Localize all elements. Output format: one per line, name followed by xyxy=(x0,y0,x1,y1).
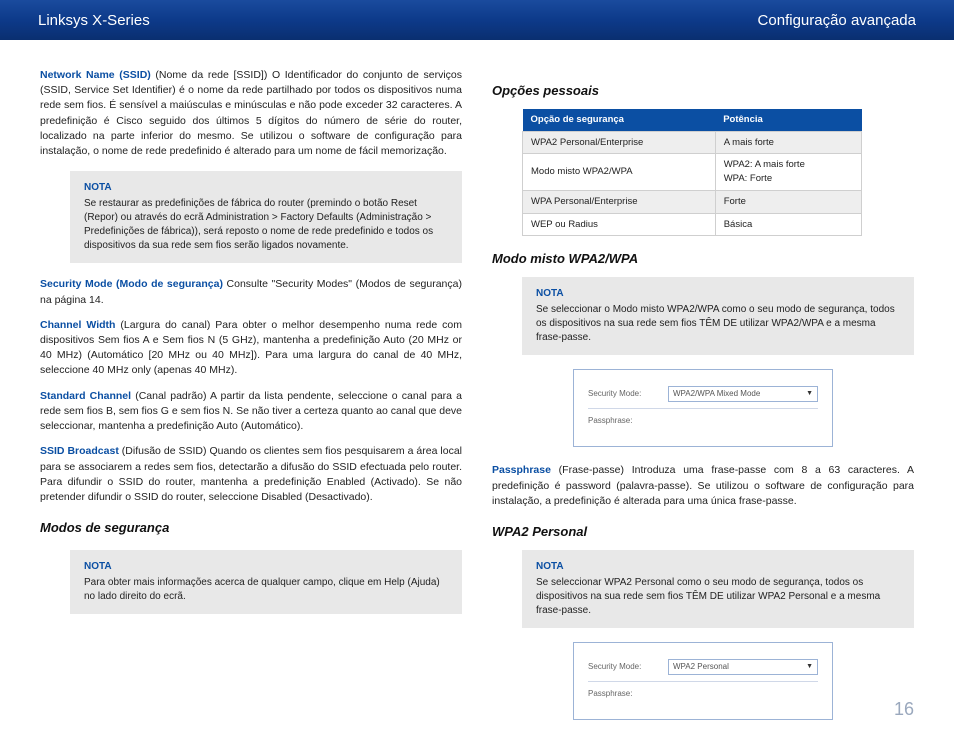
chevron-down-icon: ▼ xyxy=(806,662,813,672)
paragraph-ssid: Network Name (SSID) (Nome da rede [SSID]… xyxy=(40,68,462,159)
note-title: NOTA xyxy=(84,560,448,574)
paragraph-ssid-broadcast: SSID Broadcast (Difusão de SSID) Quando … xyxy=(40,444,462,505)
page-number: 16 xyxy=(894,699,914,720)
note-title: NOTA xyxy=(84,181,448,195)
term-security-mode: Security Mode (Modo de segurança) xyxy=(40,278,223,290)
note-body: Se restaurar as predefinições de fábrica… xyxy=(84,197,448,253)
header-right: Configuração avançada xyxy=(758,12,916,29)
term-ssid: Network Name (SSID) xyxy=(40,69,151,81)
paragraph-security-mode: Security Mode (Modo de segurança) Consul… xyxy=(40,277,462,307)
heading-modo-misto: Modo misto WPA2/WPA xyxy=(492,250,914,269)
form-screenshot-mixed: Security Mode: WPA2/WPA Mixed Mode ▼ Pas… xyxy=(573,369,833,447)
th-potencia: Potência xyxy=(715,109,861,131)
heading-wpa2-personal: WPA2 Personal xyxy=(492,523,914,542)
note-body: Se seleccionar o Modo misto WPA2/WPA com… xyxy=(536,303,900,345)
note-body: Se seleccionar WPA2 Personal como o seu … xyxy=(536,576,900,618)
form-row-security-mode: Security Mode: WPA2/WPA Mixed Mode ▼ xyxy=(588,380,818,409)
note-modo-misto: NOTA Se seleccionar o Modo misto WPA2/WP… xyxy=(522,277,914,355)
table-cell: Modo misto WPA2/WPA xyxy=(523,154,716,191)
form-label: Security Mode: xyxy=(588,388,668,400)
table-header-row: Opção de segurança Potência xyxy=(523,109,862,131)
left-column: Network Name (SSID) (Nome da rede [SSID]… xyxy=(40,68,462,736)
form-label: Passphrase: xyxy=(588,415,668,427)
form-label: Security Mode: xyxy=(588,661,668,673)
table-row: WPA Personal/Enterprise Forte xyxy=(523,190,862,213)
term-standard-channel: Standard Channel xyxy=(40,390,131,402)
th-opcao: Opção de segurança xyxy=(523,109,716,131)
text-ssid: (Nome da rede [SSID]) O Identificador do… xyxy=(40,69,462,157)
security-mode-select[interactable]: WPA2 Personal ▼ xyxy=(668,659,818,675)
header-left: Linksys X-Series xyxy=(38,12,150,29)
table-row: WPA2 Personal/Enterprise A mais forte xyxy=(523,131,862,154)
form-row-passphrase: Passphrase: xyxy=(588,409,818,433)
heading-modos-seguranca: Modos de segurança xyxy=(40,519,462,538)
table-cell: A mais forte xyxy=(715,131,861,154)
page-header: Linksys X-Series Configuração avançada xyxy=(0,0,954,40)
table-row: Modo misto WPA2/WPA WPA2: A mais forte W… xyxy=(523,154,862,191)
form-row-passphrase: Passphrase: xyxy=(588,682,818,706)
note-title: NOTA xyxy=(536,560,900,574)
text-passphrase: (Frase-passe) Introduza uma frase-passe … xyxy=(492,464,914,506)
table-cell: WPA2 Personal/Enterprise xyxy=(523,131,716,154)
paragraph-channel-width: Channel Width (Largura do canal) Para ob… xyxy=(40,318,462,379)
note-title: NOTA xyxy=(536,287,900,301)
note-body: Para obter mais informações acerca de qu… xyxy=(84,576,448,604)
note-wpa2-personal: NOTA Se seleccionar WPA2 Personal como o… xyxy=(522,550,914,628)
content-area: Network Name (SSID) (Nome da rede [SSID]… xyxy=(0,40,954,736)
chevron-down-icon: ▼ xyxy=(806,389,813,399)
term-passphrase: Passphrase xyxy=(492,464,551,476)
security-mode-select[interactable]: WPA2/WPA Mixed Mode ▼ xyxy=(668,386,818,402)
table-row: WEP ou Radius Básica xyxy=(523,213,862,236)
form-screenshot-wpa2: Security Mode: WPA2 Personal ▼ Passphras… xyxy=(573,642,833,720)
paragraph-passphrase: Passphrase (Frase-passe) Introduza uma f… xyxy=(492,463,914,509)
select-value: WPA2 Personal xyxy=(673,661,729,673)
right-column: Opções pessoais Opção de segurança Potên… xyxy=(492,68,914,736)
term-ssid-broadcast: SSID Broadcast xyxy=(40,445,119,457)
table-cell: WPA Personal/Enterprise xyxy=(523,190,716,213)
paragraph-standard-channel: Standard Channel (Canal padrão) A partir… xyxy=(40,389,462,435)
note-help: NOTA Para obter mais informações acerca … xyxy=(70,550,462,614)
table-cell: Básica xyxy=(715,213,861,236)
security-options-table: Opção de segurança Potência WPA2 Persona… xyxy=(522,109,862,237)
select-value: WPA2/WPA Mixed Mode xyxy=(673,388,760,400)
heading-opcoes-pessoais: Opções pessoais xyxy=(492,82,914,101)
table-cell: Forte xyxy=(715,190,861,213)
table-cell: WEP ou Radius xyxy=(523,213,716,236)
form-row-security-mode: Security Mode: WPA2 Personal ▼ xyxy=(588,653,818,682)
table-cell: WPA2: A mais forte WPA: Forte xyxy=(715,154,861,191)
form-label: Passphrase: xyxy=(588,688,668,700)
note-reset: NOTA Se restaurar as predefinições de fá… xyxy=(70,171,462,263)
page-container: Linksys X-Series Configuração avançada N… xyxy=(0,0,954,738)
term-channel-width: Channel Width xyxy=(40,319,115,331)
